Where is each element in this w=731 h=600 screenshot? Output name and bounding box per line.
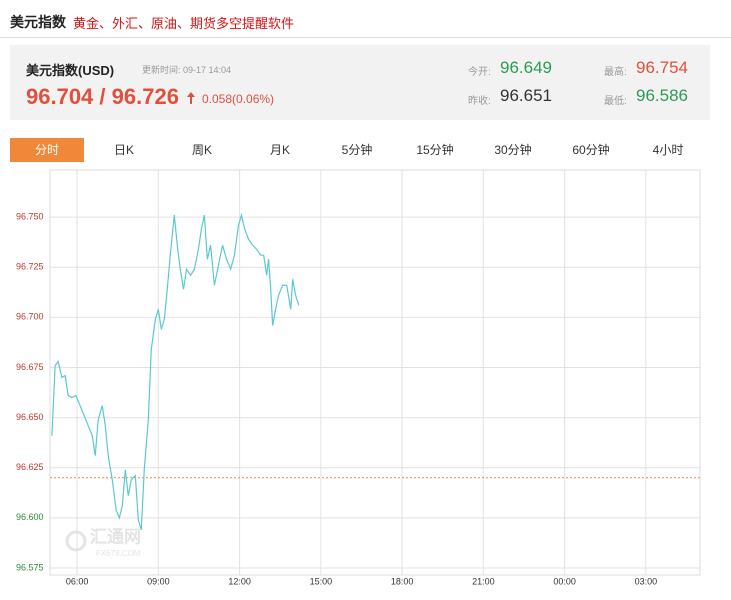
x-tick-label: 18:00 [391,576,414,586]
tab[interactable]: 周K [191,143,212,157]
tab[interactable]: 30分钟 [494,143,532,157]
x-tick-label: 09:00 [147,576,170,586]
ask: 96.726 [111,84,179,109]
tab[interactable]: 15分钟 [416,143,454,157]
tab[interactable]: 日K [113,143,134,157]
prev-close-label: 昨收: [468,96,491,107]
bid: 96.704 [26,84,94,109]
symbol-name: 美元指数(USD) [26,63,115,78]
y-tick-label: 96.575 [16,562,44,572]
open: 96.649 [500,58,552,77]
low-label: 最低: [604,96,627,107]
price-line [51,212,300,531]
y-tick-label: 96.650 [16,412,44,422]
tab[interactable]: 分时 [10,138,84,162]
y-tick-label: 96.600 [16,512,44,522]
y-tick-label: 96.675 [16,362,44,372]
quote-panel [10,45,710,120]
prev-close: 96.651 [500,86,552,105]
watermark: 汇通网 [90,527,141,546]
up-arrow [187,92,195,104]
x-tick-label: 03:00 [635,576,658,586]
open-label: 今开: [468,67,491,78]
watermark-site: FX678.COM [96,549,141,558]
update-time: 更新时间: 09-17 14:04 [142,65,232,75]
divider [0,37,731,38]
tab[interactable]: 月K [269,143,290,157]
x-tick-label: 21:00 [472,576,495,586]
page-title: 美元指数 [10,14,66,30]
y-tick-label: 96.750 [16,211,44,221]
low: 96.586 [636,86,688,105]
x-tick-label: 12:00 [228,576,251,586]
y-tick-label: 96.725 [16,262,44,272]
high: 96.754 [636,58,688,77]
high-label: 最高: [604,67,627,78]
slogan-link[interactable]: 黄金、外汇、原油、期货多空提醒软件 [73,16,295,31]
tab[interactable]: 5分钟 [341,143,373,157]
change: 0.058(0.06%) [202,92,275,106]
y-tick-label: 96.700 [16,312,44,322]
x-tick-label: 15:00 [310,576,333,586]
plot-border [49,169,701,576]
tab[interactable]: 4小时 [652,143,684,157]
y-tick-label: 96.625 [16,462,44,472]
x-tick-label: 06:00 [66,576,89,586]
watermark-logo [65,530,87,552]
price: 96.704 / 96.726 [26,84,179,109]
tab[interactable]: 60分钟 [572,143,610,157]
x-tick-label: 00:00 [553,576,576,586]
